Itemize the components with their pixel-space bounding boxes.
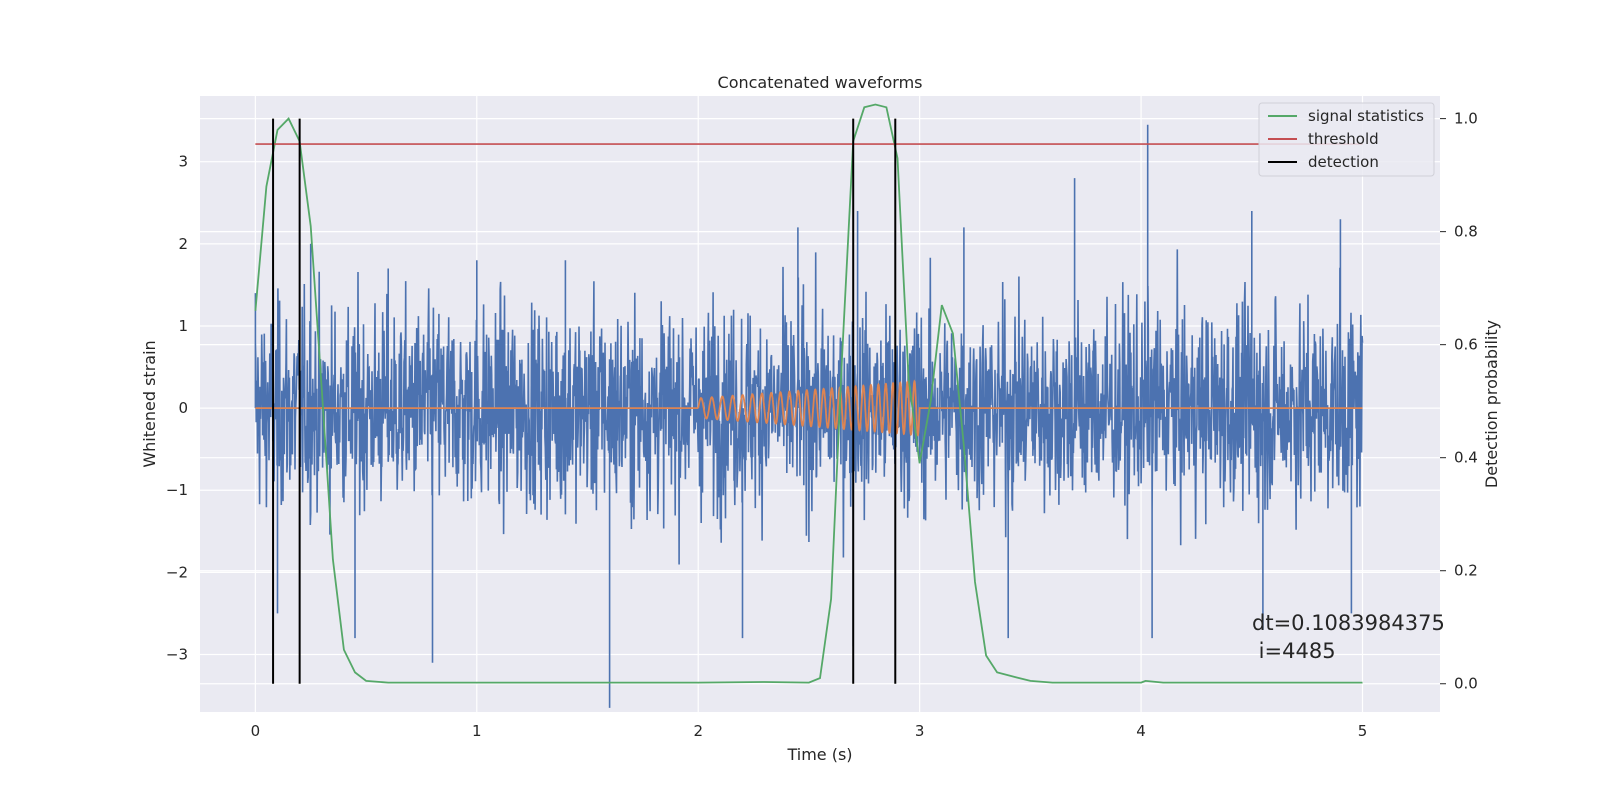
x-axis-label: Time (s): [786, 745, 852, 764]
x-tick-label: 2: [693, 722, 703, 740]
y-right-tick-label: 0.6: [1454, 336, 1478, 354]
y-right-tick-label: 0.4: [1454, 449, 1478, 467]
y-right-tick-label: 0.2: [1454, 562, 1478, 580]
legend-box: [1258, 102, 1435, 177]
chart-title: Concatenated waveforms: [718, 73, 923, 92]
strain-series-line: [254, 124, 1364, 708]
y-tick-label: −3: [166, 646, 188, 664]
x-tick-label: 0: [251, 722, 261, 740]
legend-label-threshold: threshold: [1308, 130, 1379, 148]
detection-lines: [272, 118, 897, 684]
y-right-tick-label: 1.0: [1454, 110, 1478, 128]
y-tick-label: 3: [178, 153, 188, 171]
y-tick-label: −1: [166, 481, 188, 499]
y-tick-label: 1: [178, 317, 188, 335]
x-tick-label: 3: [915, 722, 925, 740]
tick-labels: 0 1 2 3 4 5 −3 −2 −1 0 1 2 3 0.0 0.2 0.4 0.6 0.8 1.0: [166, 110, 1478, 740]
annotation-dt: dt=0.1083984375: [1252, 611, 1445, 635]
y-right-tick-label: 0.0: [1454, 675, 1478, 693]
annotation-index: i=4485: [1252, 639, 1336, 663]
y-tick-label: −2: [166, 563, 188, 581]
x-tick-label: 5: [1358, 722, 1368, 740]
legend-label-signal-statistics: signal statistics: [1308, 107, 1424, 125]
template-series-line: [255, 379, 1363, 437]
y-axis-label: Whitened strain: [140, 340, 159, 467]
x-tick-label: 4: [1136, 722, 1146, 740]
legend-label-detection: detection: [1308, 153, 1379, 171]
x-tick-label: 1: [472, 722, 482, 740]
y-tick-label: 2: [178, 235, 188, 253]
y-right-tick-label: 0.8: [1454, 223, 1478, 241]
y-tick-label: 0: [178, 399, 188, 417]
legend: signal statistics threshold detection: [1258, 102, 1435, 177]
y-axis-right-label: Detection probability: [1482, 320, 1501, 488]
